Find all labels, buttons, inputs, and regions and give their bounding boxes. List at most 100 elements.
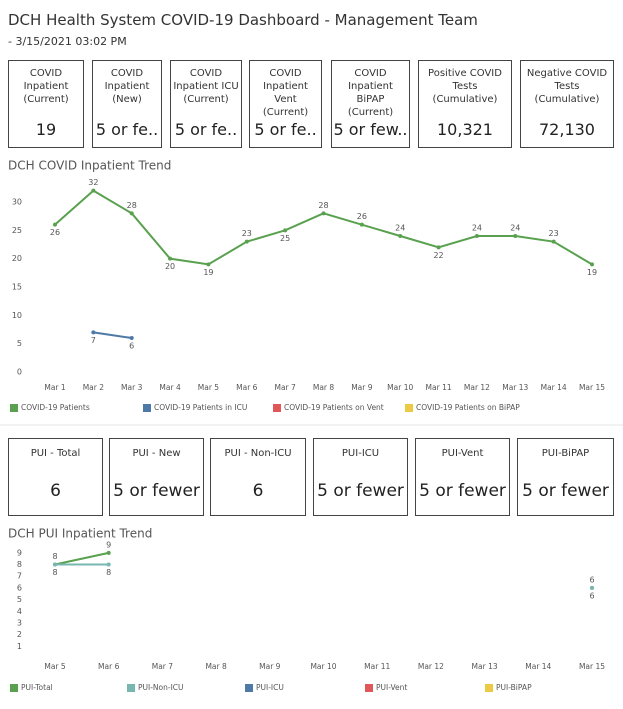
kpi-card: Negative COVID Tests (Cumulative) 72,130	[520, 60, 614, 148]
kpi-value: 5 or fewer	[317, 481, 404, 501]
x-tick-label: Mar 10	[310, 662, 336, 671]
data-label: 22	[433, 251, 443, 260]
x-tick-label: Mar 11	[426, 383, 452, 392]
y-tick-label: 10	[12, 311, 22, 320]
legend-swatch	[10, 404, 18, 412]
x-tick-label: Mar 9	[259, 662, 281, 671]
data-label: 26	[357, 212, 367, 221]
data-label: 24	[472, 224, 482, 233]
kpi-card: PUI-ICU 5 or fewer	[313, 438, 408, 516]
y-tick-label: 1	[17, 642, 22, 651]
legend-label: PUI-BiPAP	[496, 683, 532, 692]
x-tick-label: Mar 7	[274, 383, 296, 392]
kpi-card: COVID Inpatient ICU (Current) 5 or fe..	[170, 60, 242, 148]
y-tick-label: 9	[17, 548, 22, 557]
point	[474, 234, 479, 238]
legend-swatch	[127, 684, 135, 692]
x-tick-label: Mar 12	[418, 662, 444, 671]
kpi-value: 5 or fewer	[113, 481, 200, 501]
x-tick-label: Mar 11	[364, 662, 390, 671]
data-label: 23	[549, 229, 559, 238]
y-tick-label: 3	[17, 618, 22, 627]
y-tick-label: 6	[17, 583, 22, 592]
y-tick-label: 20	[12, 254, 22, 263]
point	[244, 239, 249, 244]
y-tick-label: 15	[12, 283, 22, 292]
x-tick-label: Mar 14	[525, 662, 551, 671]
point	[359, 222, 364, 227]
point	[168, 256, 173, 261]
legend-swatch	[10, 684, 18, 692]
x-tick-label: Mar 12	[464, 383, 490, 392]
legend-label: PUI-ICU	[256, 683, 284, 692]
point	[513, 234, 518, 238]
data-label: 28	[318, 201, 328, 210]
data-label: 23	[242, 229, 252, 238]
y-tick-label: 7	[17, 572, 22, 581]
kpi-value: 19	[35, 120, 57, 139]
data-label: 24	[395, 224, 405, 233]
kpi-label: PUI-BiPAP	[541, 448, 590, 459]
x-tick-label: Mar 1	[44, 383, 66, 392]
data-label: 20	[165, 262, 175, 271]
kpi-card: PUI - New 5 or fewer	[109, 438, 204, 516]
point	[436, 245, 441, 250]
legend-label: PUI-Total	[21, 683, 53, 692]
data-label: 8	[52, 552, 57, 561]
x-tick-label: Mar 15	[579, 662, 605, 671]
point	[321, 211, 326, 216]
point	[129, 211, 134, 216]
legend-swatch	[485, 684, 493, 692]
kpi-value: 10,321	[437, 120, 493, 139]
data-label: 6	[129, 342, 134, 351]
kpi-label: COVID Inpatient Vent (Current)	[262, 68, 309, 118]
x-tick-label: Mar 4	[159, 383, 181, 392]
y-tick-label: 25	[12, 226, 22, 235]
legend-label: COVID-19 Patients	[21, 403, 90, 412]
x-tick-label: Mar 14	[541, 383, 567, 392]
kpi-card: COVID Inpatient (Current) 19	[8, 60, 84, 148]
kpi-value: 5 or fe..	[95, 120, 159, 139]
y-tick-label: 5	[17, 339, 22, 348]
data-label: 19	[203, 268, 213, 277]
kpi-label: PUI-ICU	[341, 448, 380, 459]
kpi-label: PUI - New	[132, 448, 181, 459]
kpi-value: 5 or few..	[333, 120, 408, 139]
kpi-label: PUI - Total	[30, 448, 81, 459]
kpi-card: PUI-BiPAP 5 or fewer	[517, 438, 614, 516]
y-tick-label: 2	[17, 630, 22, 639]
x-tick-label: Mar 13	[502, 383, 528, 392]
y-tick-label: 5	[17, 595, 22, 604]
x-tick-label: Mar 8	[205, 662, 227, 671]
legend-swatch	[365, 684, 373, 692]
x-tick-label: Mar 5	[198, 383, 220, 392]
kpi-card: PUI - Total 6	[8, 438, 103, 516]
dashboard-title: DCH Health System COVID-19 Dashboard - M…	[8, 11, 478, 29]
data-label: 28	[127, 201, 137, 210]
chart-title: DCH COVID Inpatient Trend	[8, 159, 171, 173]
legend-label: PUI-Vent	[376, 683, 407, 692]
data-label: 19	[587, 268, 597, 277]
x-tick-label: Mar 6	[236, 383, 258, 392]
x-tick-label: Mar 10	[387, 383, 413, 392]
kpi-label: COVID Inpatient ICU (Current)	[173, 68, 239, 105]
data-label: 9	[106, 540, 111, 549]
kpi-label: COVID Inpatient (Current)	[23, 68, 69, 105]
kpi-value: 5 or fe..	[254, 120, 317, 139]
legend-label: COVID-19 Patients on BiPAP	[416, 403, 520, 412]
kpi-label: COVID Inpatient BiPAP (Current)	[347, 68, 394, 118]
kpi-value: 5 or fe..	[174, 120, 238, 139]
x-tick-label: Mar 8	[313, 383, 335, 392]
data-label: 26	[50, 228, 60, 237]
x-tick-label: Mar 2	[83, 383, 105, 392]
x-tick-label: Mar 13	[472, 662, 498, 671]
kpi-label: COVID Inpatient (New)	[104, 68, 150, 105]
point	[53, 222, 57, 227]
kpi-label: Positive COVID Tests (Cumulative)	[428, 68, 502, 105]
data-label: 32	[88, 178, 98, 187]
kpi-label: Negative COVID Tests (Cumulative)	[526, 68, 608, 105]
kpi-value: 5 or fewer	[419, 481, 506, 501]
series-line	[54, 551, 109, 566]
kpi-value: 6	[50, 481, 61, 501]
